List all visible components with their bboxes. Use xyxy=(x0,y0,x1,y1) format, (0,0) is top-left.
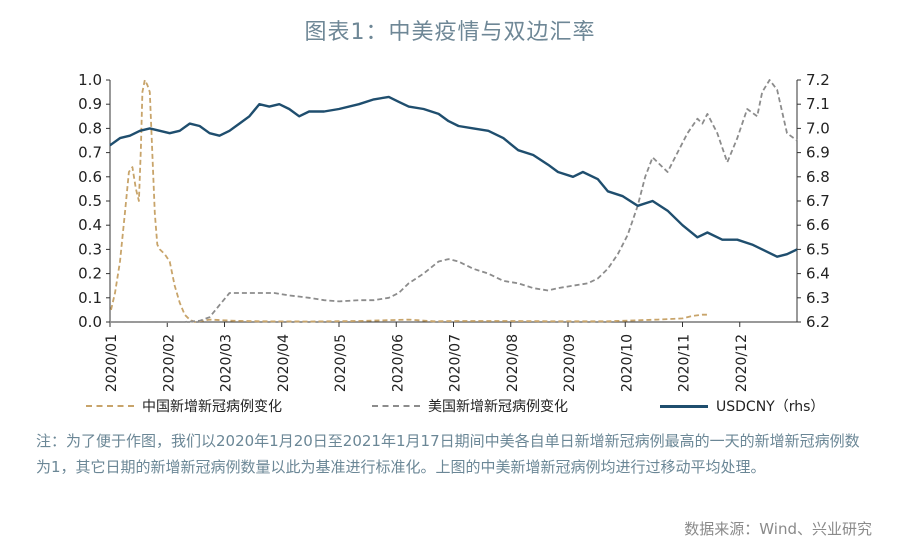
series-china-cases xyxy=(110,79,708,323)
legend-swatch-usdcny xyxy=(660,404,708,408)
chart: 0.0 0.1 0.2 0.3 0.4 0.5 0.6 0.7 0.8 0.9 1.0 6.2 6.3… xyxy=(78,71,830,392)
legend-item-us: 美国新增新冠病例变化 xyxy=(372,396,568,416)
right-tick-label: 6.2 xyxy=(806,313,830,331)
series-usdcny xyxy=(109,95,798,258)
legend: 中国新增新冠病例变化 美国新增新冠病例变化 USDCNY（rhs） xyxy=(0,396,900,422)
right-tick-label: 6.9 xyxy=(806,144,830,162)
x-tick-label: 2020/02 xyxy=(161,334,177,392)
x-tick-label: 2020/12 xyxy=(734,334,750,392)
right-tick-label: 7.2 xyxy=(806,71,830,89)
left-tick-label: 0.3 xyxy=(78,240,102,258)
legend-swatch-china xyxy=(86,405,134,407)
left-tick-label: 0.1 xyxy=(78,289,102,307)
legend-label-usdcny: USDCNY（rhs） xyxy=(716,399,825,415)
x-tick-label: 2020/10 xyxy=(619,334,635,392)
left-tick-label: 0.6 xyxy=(78,168,102,186)
x-tick-label: 2020/04 xyxy=(276,334,292,392)
x-tick-label: 2020/09 xyxy=(562,334,578,392)
left-tick-label: 1.0 xyxy=(78,71,102,89)
right-tick-label: 6.6 xyxy=(806,216,830,234)
legend-item-china: 中国新增新冠病例变化 xyxy=(86,396,282,416)
x-axis-ticks: 2020/01 2020/02 2020/03 2020/04 2020/05 2020/… xyxy=(104,322,750,392)
left-tick-label: 0.4 xyxy=(78,216,102,234)
left-tick-label: 0.2 xyxy=(78,265,102,283)
x-tick-label: 2020/03 xyxy=(219,334,235,392)
series-us-cases xyxy=(110,79,798,323)
right-tick-label: 6.7 xyxy=(806,192,830,210)
right-axis-ticks: 6.2 6.3 6.4 6.5 6.6 6.7 6.8 6.9 7.0 7.1 7.2 xyxy=(797,71,830,331)
right-tick-label: 7.1 xyxy=(806,95,830,113)
left-tick-label: 0.9 xyxy=(78,95,102,113)
x-tick-label: 2020/11 xyxy=(677,334,693,392)
chart-series xyxy=(109,79,798,323)
left-tick-label: 0.8 xyxy=(78,119,102,137)
right-tick-label: 6.4 xyxy=(806,265,830,283)
right-tick-label: 6.5 xyxy=(806,240,830,258)
chart-note: 注：为了便于作图，我们以2020年1月20日至2021年1月17日期间中美各自单… xyxy=(36,432,860,476)
legend-item-usdcny: USDCNY（rhs） xyxy=(660,396,824,416)
legend-swatch-us xyxy=(372,405,420,407)
right-tick-label: 7.0 xyxy=(806,119,830,137)
page-title: 图表1：中美疫情与双边汇率 xyxy=(304,20,596,45)
left-tick-label: 0.0 xyxy=(78,313,102,331)
legend-label-china: 中国新增新冠病例变化 xyxy=(142,399,282,415)
right-tick-label: 6.8 xyxy=(806,168,830,186)
left-tick-label: 0.5 xyxy=(78,192,102,210)
x-tick-label: 2020/01 xyxy=(104,334,120,392)
right-tick-label: 6.3 xyxy=(806,289,830,307)
x-tick-label: 2020/08 xyxy=(505,334,521,392)
data-source: 数据来源：Wind、兴业研究 xyxy=(684,520,872,538)
x-tick-label: 2020/05 xyxy=(333,334,349,392)
legend-label-us: 美国新增新冠病例变化 xyxy=(428,399,568,415)
x-tick-label: 2020/07 xyxy=(448,334,464,392)
x-tick-label: 2020/06 xyxy=(390,334,406,392)
left-axis-ticks: 0.0 0.1 0.2 0.3 0.4 0.5 0.6 0.7 0.8 0.9 1.0 xyxy=(78,71,110,331)
left-tick-label: 0.7 xyxy=(78,144,102,162)
chart-axes xyxy=(109,80,798,323)
